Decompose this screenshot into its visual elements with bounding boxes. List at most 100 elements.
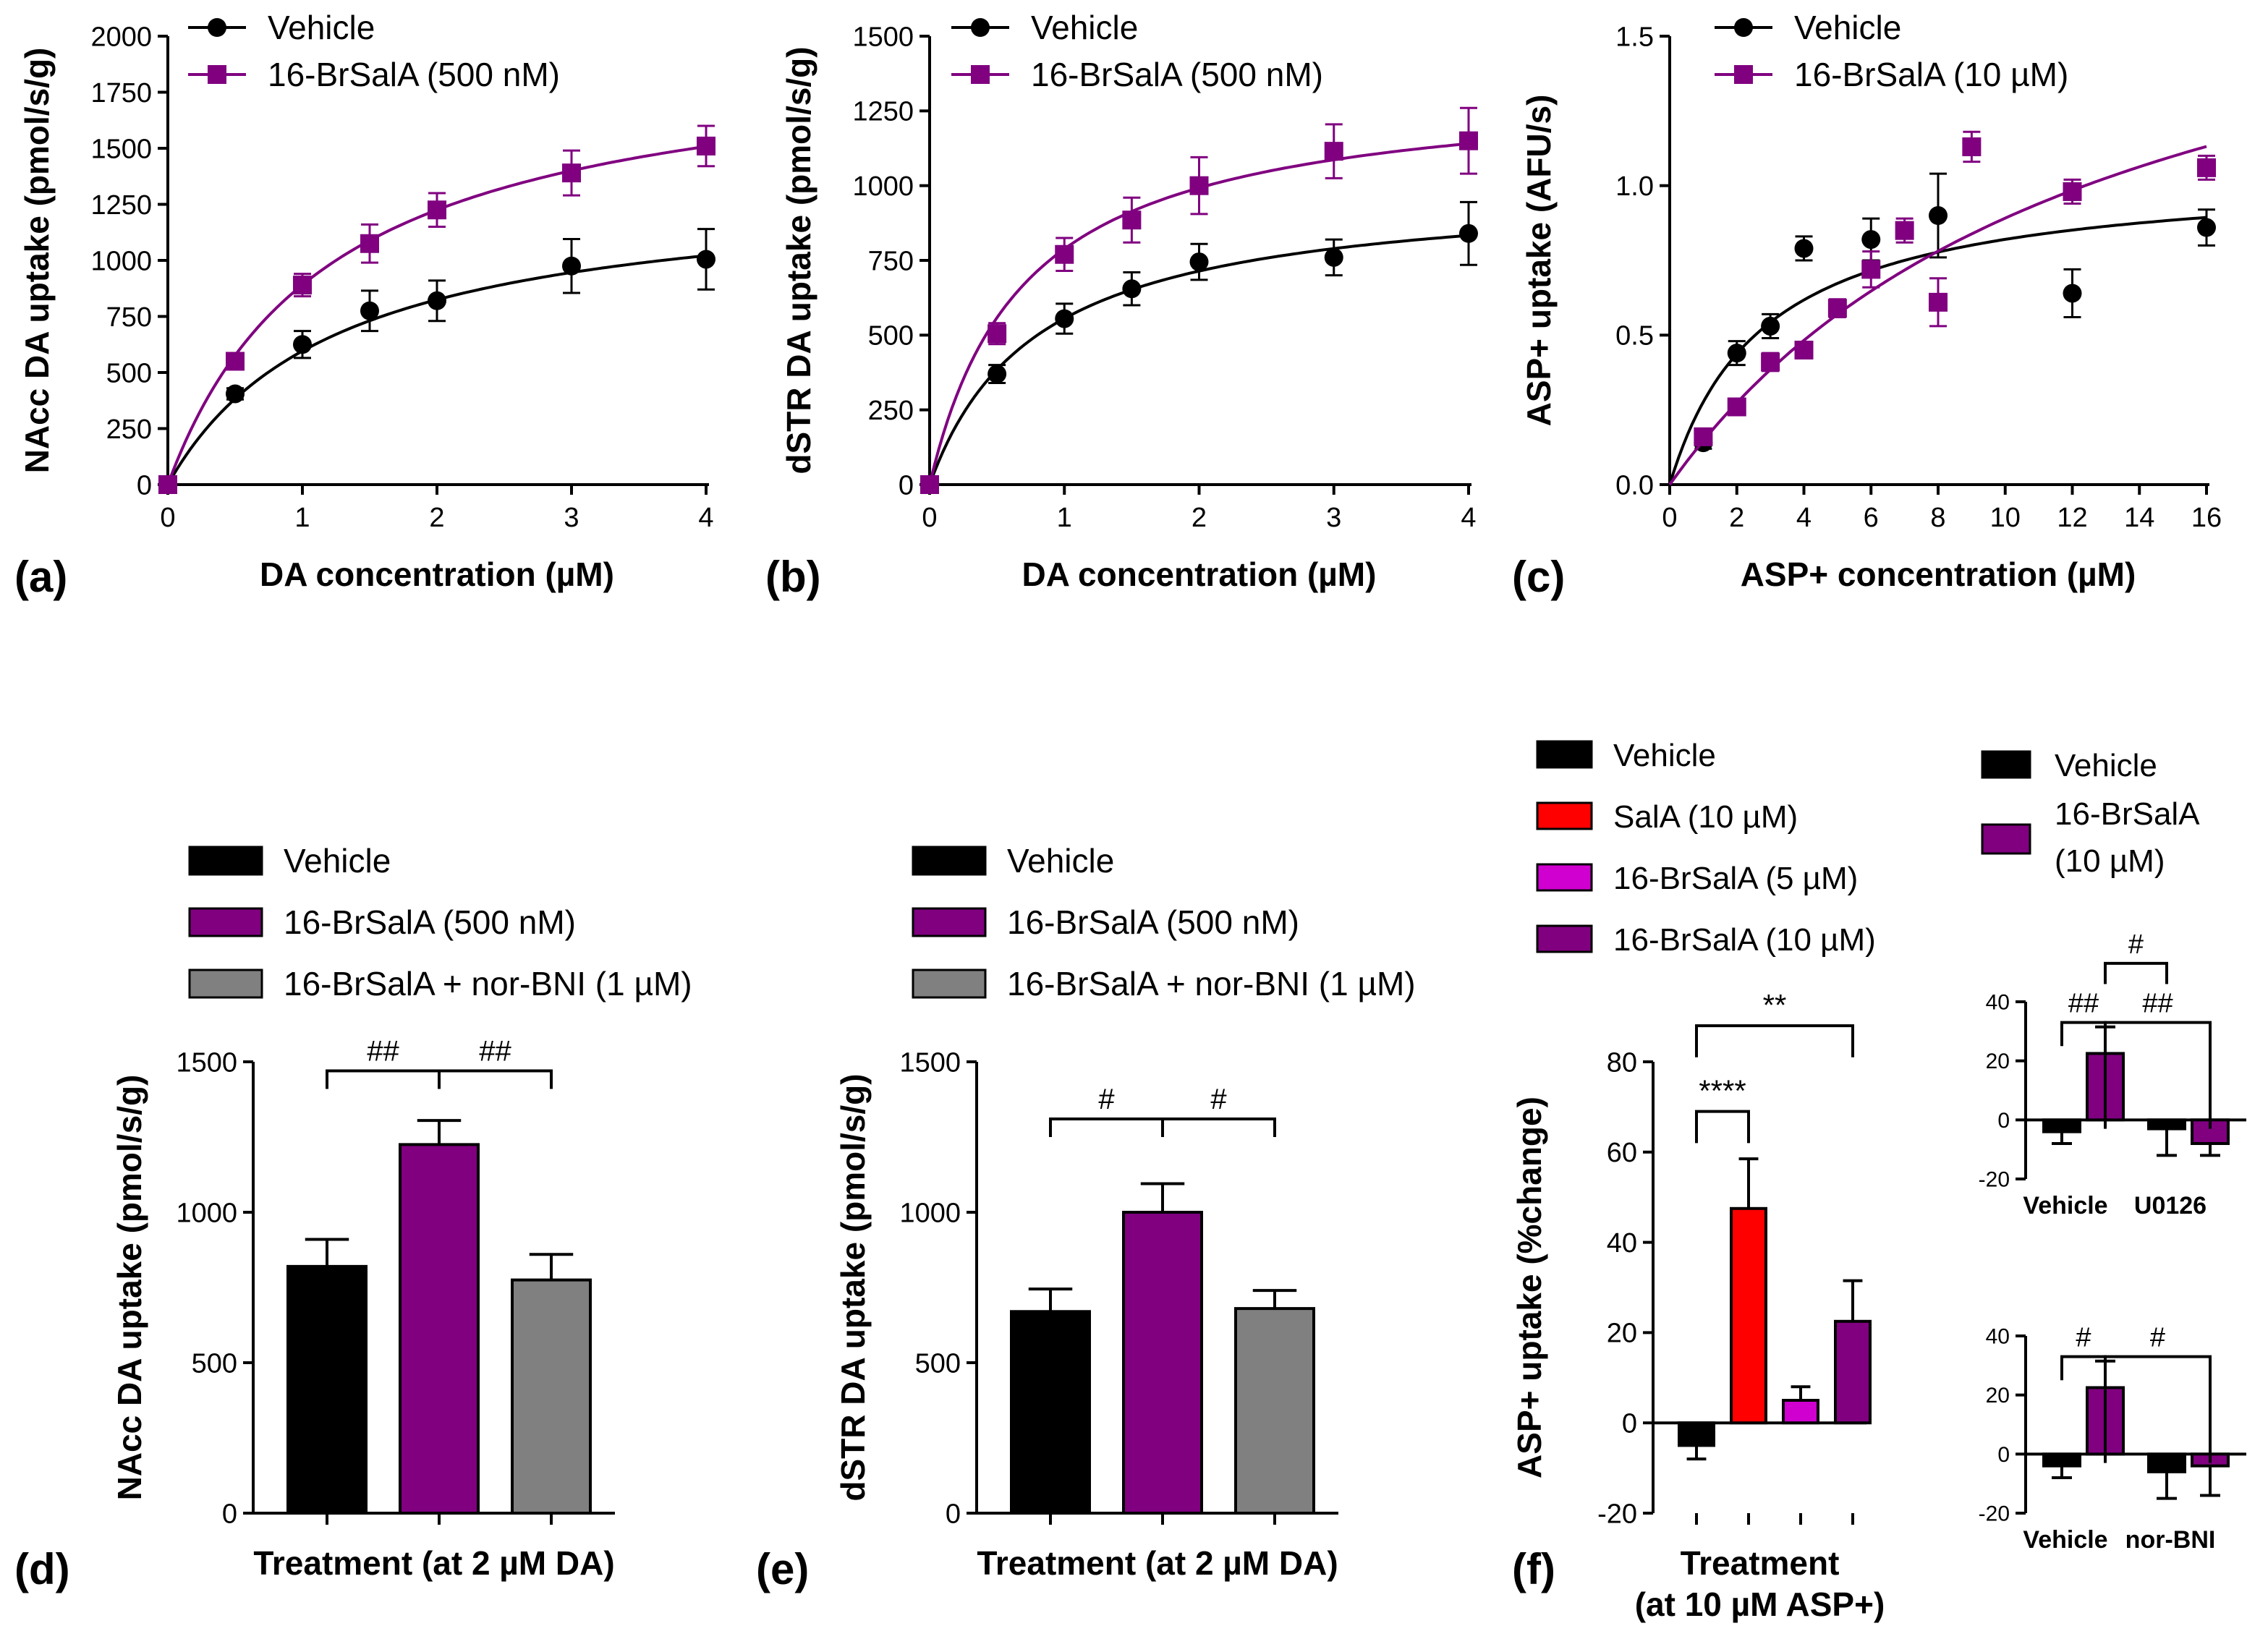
panel-a-data-point: [226, 384, 245, 404]
panel-a-data-point: [562, 163, 581, 183]
panel-f-legend-swatch: [1536, 801, 1593, 830]
panel-b-legend-label: Vehicle: [1031, 9, 1138, 46]
panel-b-data-point: [1189, 176, 1209, 195]
panel-c-x-tick-label: 16: [2191, 503, 2222, 533]
inset-norbni-significance-label: #: [2150, 1323, 2165, 1353]
panel-a-data-point: [293, 335, 312, 354]
panel-a-y-tick-label: 500: [106, 358, 152, 388]
panel-a-y-tick-label: 2000: [90, 22, 152, 52]
panel-b-data-point: [1055, 244, 1074, 264]
panel-c-x-tick-label: 2: [1729, 503, 1744, 533]
panel-f-y-tick-label: 0: [1622, 1409, 1637, 1439]
panel-b-x-tick-label: 4: [1461, 503, 1476, 533]
panel-d-legend-swatch: [188, 907, 263, 937]
panel-b-data-point: [1459, 224, 1478, 243]
panel-a-x-tick-label: 1: [294, 503, 310, 533]
panel-b-y-tick-label: 500: [868, 321, 914, 352]
panel-e-bar: [1010, 1310, 1091, 1515]
panel-b-x-axis: 0 1 2 3 4 DA concentration (µM): [922, 483, 1477, 593]
panel-c-data-point: [1727, 344, 1746, 363]
panel-a-y-tick-label: 1500: [90, 134, 152, 164]
panel-d-y-tick-label: 1000: [176, 1198, 237, 1228]
panel-e-legend-label: Vehicle: [1007, 842, 1114, 880]
panel-c-x-tick-label: 8: [1930, 503, 1945, 533]
panel-d-y-tick-label: 500: [192, 1348, 237, 1379]
panel-d-significance-label: ##: [367, 1035, 399, 1067]
panel-c-fit-curve: [1668, 145, 2207, 486]
panel-a-x-tick-label: 2: [429, 503, 444, 533]
panel-e-y-tick-label: 0: [946, 1499, 961, 1529]
panel-b-y-tick-label: 750: [868, 246, 914, 276]
panel-e-y-tick-label: 1000: [899, 1198, 961, 1228]
panel-c-legend-marker: [1734, 18, 1753, 37]
panel-a-y-axis: 0 250 500 750 1000 1250 1500 1750 2000 NAcc DA up…: [18, 22, 169, 501]
panel-e-bar: [1122, 1211, 1203, 1515]
panel-c-data-point: [2197, 158, 2216, 177]
panel-e-legend-swatch: [912, 846, 987, 876]
inset-u0126-y-tick-label: 20: [1986, 1050, 2010, 1073]
panel-a-data-point: [562, 256, 581, 276]
panel-a-legend-label: 16-BrSalA (500 nM): [268, 56, 560, 93]
panel-c-y-axis: 0.0 0.5 1.0 1.5 ASP+ uptake (AFU/s): [1520, 22, 1671, 501]
panel-b-data-point: [1459, 131, 1478, 150]
panel-e-y-axis: 0 500 1000 1500 dSTR DA uptake (pmol/s/g): [834, 1047, 978, 1529]
panel-f-significance-bracket: [1695, 1110, 1750, 1144]
inset-u0126-group-label: U0126: [2134, 1192, 2207, 1219]
inset-u0126-significance-label: #: [2128, 929, 2144, 960]
panel-f-y-tick-label: 20: [1607, 1319, 1637, 1349]
inset-u0126-bar: [2147, 1118, 2186, 1131]
inset-norbni-y-axis: -20 0 20 40: [1979, 1325, 2027, 1526]
panel-a-x-tick-label: 4: [698, 503, 713, 533]
panel-a-data-point: [158, 475, 177, 494]
panel-a-x-tick-label: 3: [564, 503, 579, 533]
panel-d-legend-label: 16-BrSalA + nor-BNI (1 µM): [284, 965, 692, 1002]
panel-e-significance-label: #: [1210, 1084, 1227, 1115]
panel-f-y-axis-title: ASP+ uptake (%change): [1511, 1097, 1548, 1478]
inset-norbni-bar: [2147, 1452, 2186, 1473]
panel-d-significance-label: ##: [479, 1035, 511, 1067]
panel-f-bar: [1678, 1421, 1715, 1447]
panel-d-significance-bracket: [438, 1069, 553, 1089]
panel-b-y-tick-label: 0: [899, 470, 914, 501]
panel-b-legend-label: 16-BrSalA (500 nM): [1031, 56, 1323, 93]
panel-b-data-point: [1122, 210, 1142, 230]
inset-u0126-significance-bracket: [2104, 961, 2168, 984]
inset-norbni-y-tick-label: 0: [1997, 1443, 2010, 1467]
panel-e-legend-swatch: [912, 968, 987, 999]
panel-a-legend-marker: [208, 18, 226, 37]
panel-b-data-point: [988, 365, 1007, 384]
panel-f-legend-swatch: [1536, 863, 1593, 892]
panel-e-y-tick-label: 1500: [899, 1047, 961, 1078]
panel-b-y-tick-label: 1500: [852, 22, 914, 52]
panel-a-x-axis: 0 1 2 3 4 DA concentration (µM): [160, 483, 714, 593]
panel-a-y-axis-title: NAcc DA uptake (pmol/s/g): [18, 48, 56, 474]
panel-d-legend-swatch: [188, 968, 263, 999]
panel-e-y-axis-title: dSTR DA uptake (pmol/s/g): [834, 1073, 872, 1501]
panel-e-x-axis-title: Treatment (at 2 µM DA): [977, 1544, 1338, 1582]
panel-f-legend-label: 16-BrSalA (5 µM): [1613, 861, 1858, 896]
inset-legend-label-line2: (10 µM): [2055, 843, 2165, 879]
panel-c-y-tick-label: 1.5: [1615, 22, 1654, 52]
inset-norbni-y-tick-label: 20: [1986, 1384, 2010, 1408]
panel-e-y-tick-label: 500: [915, 1348, 961, 1379]
panel-label-b: (b): [765, 553, 821, 601]
panel-a-data-point: [226, 352, 245, 371]
panel-e-legend-swatch: [912, 907, 987, 937]
panel-d-y-tick-label: 1500: [176, 1047, 237, 1078]
panel-b-x-axis-title: DA concentration (µM): [1022, 555, 1377, 593]
panel-d-y-axis: 0 500 1000 1500 NAcc DA uptake (pmol/s/g): [111, 1047, 255, 1529]
panel-e-significance-bracket: [1161, 1118, 1276, 1137]
panel-c-data-point: [1929, 206, 1948, 225]
panel-c-x-tick-label: 6: [1864, 503, 1879, 533]
panel-label-c: (c): [1512, 553, 1565, 601]
panel-a-y-tick-label: 1000: [90, 246, 152, 276]
panel-c-data-point: [1727, 397, 1746, 417]
panel-d-bar: [286, 1264, 368, 1515]
panel-b-y-axis-title: dSTR DA uptake (pmol/s/g): [780, 46, 817, 474]
panel-label-d: (d): [14, 1545, 70, 1593]
panel-c-data-point: [2063, 284, 2082, 303]
inset-u0126-significance-bracket: [2104, 1021, 2212, 1129]
panel-c-data-point: [2063, 182, 2082, 201]
inset-u0126-significance-label: ##: [2068, 989, 2099, 1019]
